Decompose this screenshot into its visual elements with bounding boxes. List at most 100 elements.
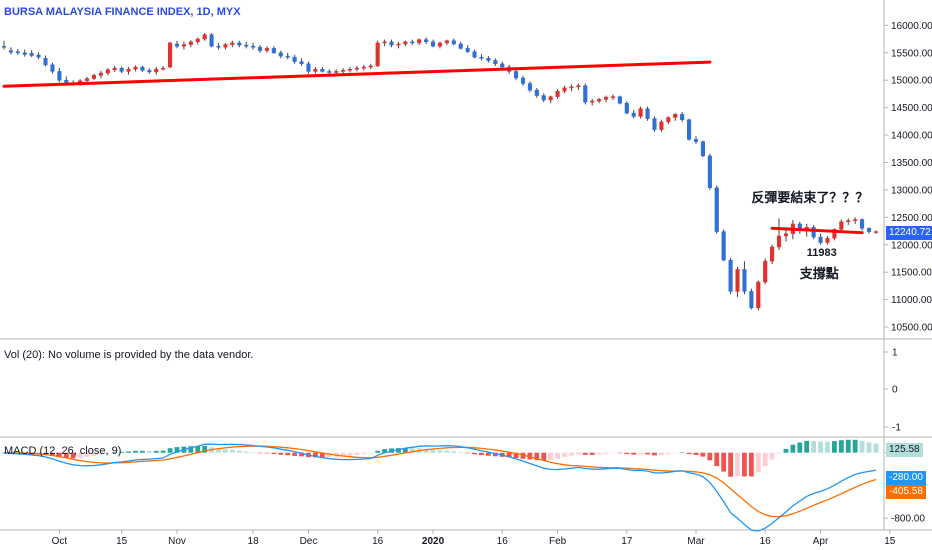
candle-body: [264, 48, 270, 51]
candle-body: [306, 63, 311, 72]
candle-body: [50, 64, 55, 72]
candle-body: [410, 41, 415, 44]
macd-histogram-bar: [382, 449, 387, 453]
candle-body: [472, 51, 477, 58]
macd-histogram-bar: [278, 452, 284, 455]
macd-histogram-bar: [714, 452, 720, 467]
candle-body: [375, 42, 380, 67]
macd-histogram-bar: [119, 451, 125, 453]
macd-histogram-bar: [451, 451, 457, 453]
macd-histogram-bar: [243, 451, 249, 453]
macd-histogram-bar: [250, 452, 256, 453]
macd-histogram-bar: [326, 452, 332, 458]
candle-body: [451, 40, 456, 45]
candle-body: [562, 87, 567, 92]
macd-histogram-bar: [271, 452, 277, 455]
macd-histogram-bar: [354, 452, 360, 455]
candle-body: [244, 44, 249, 47]
price-axis: 10500.00 11000.00 11500.00 12000.00 12500.00…: [884, 21, 932, 334]
candle-body: [603, 96, 609, 100]
candle-body: [631, 112, 636, 117]
candle-body: [776, 235, 782, 248]
macd-histogram-bar: [631, 452, 637, 455]
macd-histogram-bar: [811, 440, 817, 453]
candle-body: [29, 53, 34, 56]
macd-histogram-bar: [70, 452, 76, 459]
candle-body: [84, 78, 90, 82]
macd-histogram-bar: [229, 449, 235, 453]
candlesticks: [1, 33, 878, 311]
candle-body: [98, 72, 103, 76]
macd-histogram-bar: [285, 452, 291, 456]
macd-histogram-bar: [825, 441, 830, 453]
candle-body: [126, 68, 131, 72]
macd-histogram-bar: [534, 452, 540, 461]
macd-histogram-bar: [873, 443, 879, 453]
macd-histogram-bar: [492, 452, 498, 457]
time-axis: Oct 15 Nov 18 Dec 16 2020 16 Feb 17 Mar 16 Apr 15: [52, 530, 896, 547]
macd-line-tag: -280.00: [886, 471, 926, 485]
macd-histogram-bar: [402, 447, 408, 453]
candle-body: [320, 68, 325, 72]
macd-histogram-bar: [347, 452, 353, 456]
macd-histogram-bar: [783, 448, 789, 453]
macd-signal-line: [3, 445, 877, 518]
macd-histogram-bar: [98, 452, 104, 455]
macd-histogram-bar: [105, 452, 111, 454]
candle-body: [354, 67, 359, 70]
candle-body: [424, 39, 429, 43]
price-tick-label: 14000.00: [891, 131, 932, 142]
candle-body: [500, 63, 505, 68]
candle-body: [873, 231, 878, 233]
candle-body: [860, 219, 865, 229]
candle-body: [569, 86, 574, 89]
candle-body: [389, 41, 394, 46]
macd-histogram-bar: [748, 452, 754, 477]
macd-histogram-bar: [472, 452, 477, 455]
macd-histogram-bar: [264, 452, 270, 454]
price-tick-label: 15000.00: [891, 76, 932, 87]
macd-histogram-bar: [569, 452, 574, 456]
candle-body: [590, 100, 595, 103]
macd-histogram-bar: [319, 452, 325, 458]
trendline: [770, 226, 864, 235]
candle-body: [223, 44, 228, 48]
candle-body: [278, 52, 283, 57]
candle-body: [368, 65, 373, 68]
macd-histogram-bar: [56, 452, 62, 458]
macd-histogram-bar: [603, 452, 609, 454]
macd-histogram-bar: [762, 452, 768, 467]
volume-tick-label: 1: [892, 348, 898, 359]
candle-body: [846, 220, 851, 222]
candle-body: [257, 47, 263, 51]
chart-annotation: 支撐點: [799, 265, 839, 281]
candle-body: [119, 67, 124, 72]
candle-body: [154, 68, 159, 73]
candle-body: [458, 43, 463, 49]
chart-title: BURSA MALAYSIA FINANCE INDEX, 1D, MYX: [4, 6, 241, 18]
time-tick-label: 15: [884, 536, 896, 547]
macd-histogram-bar: [645, 452, 650, 455]
macd-histogram-bar: [409, 448, 415, 453]
last-price-tag: 12240.72: [886, 226, 932, 240]
candle-body: [638, 108, 643, 117]
macd-histogram-bar: [160, 450, 166, 453]
chart-annotation: 11983: [806, 246, 837, 259]
price-tick-label: 13000.00: [891, 185, 932, 196]
candle-body: [610, 96, 616, 98]
macd-histogram-bar: [617, 452, 623, 454]
candle-body: [299, 61, 304, 65]
candle-body: [43, 58, 48, 66]
candle-body: [36, 54, 41, 58]
macd-histogram-bar: [63, 452, 69, 459]
candle-body: [251, 45, 256, 48]
macd-histogram-bar: [513, 452, 519, 459]
macd-histogram-bar: [361, 452, 367, 455]
macd-histogram-bar: [257, 452, 263, 454]
panel-frames: [0, 0, 932, 531]
macd-histogram-bar: [465, 452, 471, 454]
candle-body: [652, 118, 657, 130]
candle-body: [313, 68, 318, 72]
candle-body: [486, 58, 491, 61]
